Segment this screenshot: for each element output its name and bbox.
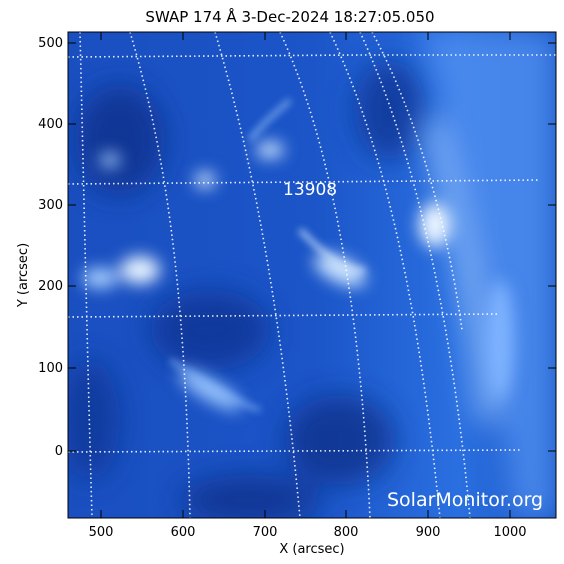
coordinate-grid [68,32,556,518]
active-region-label: 13908 [283,180,337,200]
y-tick-labels: 0 100 200 300 400 500 [38,36,63,459]
axis-ticks [68,32,556,518]
y-tick-label: 500 [38,36,63,51]
x-tick-label: 500 [89,525,114,540]
x-tick-label: 900 [416,525,441,540]
y-tick-label: 400 [38,117,63,132]
x-axis-label: X (arcsec) [279,542,344,557]
y-axis-label: Y (arcsec) [16,243,31,308]
plot-frame [67,31,557,519]
y-tick-label: 100 [38,361,63,376]
x-tick-label: 600 [171,525,196,540]
y-tick-label: 200 [38,279,63,294]
watermark: SolarMonitor.org [387,489,543,511]
solar-image: 13908 SolarMonitor.org [68,32,556,518]
image-title: SWAP 174 Å 3-Dec-2024 18:27:05.050 [145,7,434,26]
x-tick-label: 800 [334,525,359,540]
y-tick-label: 0 [55,444,63,459]
x-tick-label: 1000 [493,525,526,540]
y-tick-label: 300 [38,198,63,213]
x-tick-labels: 500 600 700 800 900 1000 [89,525,527,540]
x-tick-label: 700 [253,525,278,540]
